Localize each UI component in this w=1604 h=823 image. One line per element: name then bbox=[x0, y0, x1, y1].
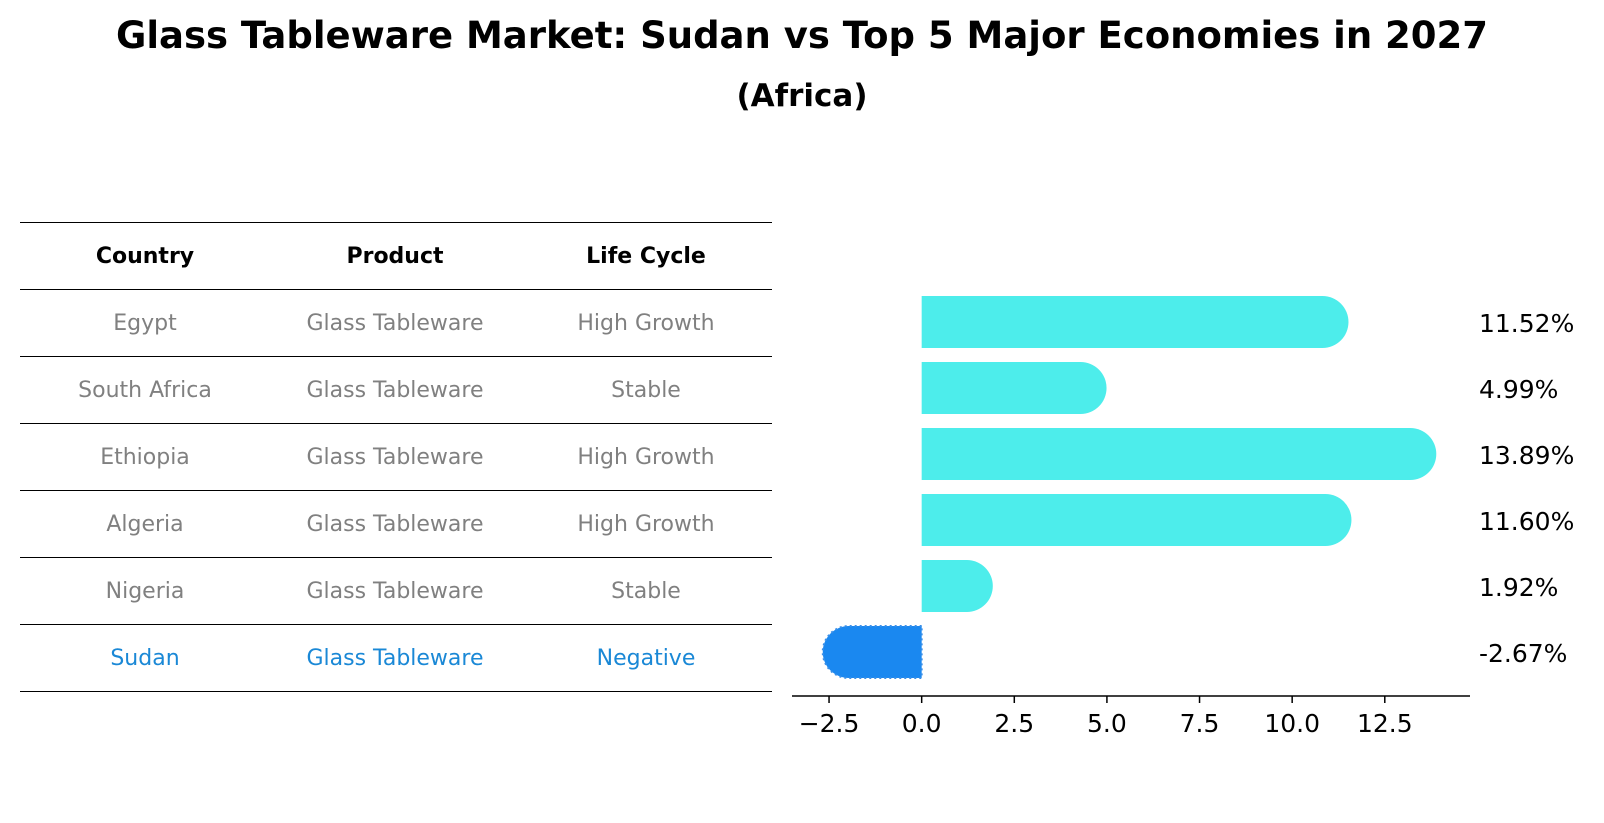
bar-highlight-outline bbox=[821, 625, 923, 679]
cell-country: Nigeria bbox=[105, 578, 185, 604]
data-label: 11.60% bbox=[1479, 507, 1574, 536]
bar-nigeria bbox=[921, 560, 993, 612]
header-country: Country bbox=[95, 243, 195, 269]
x-tick-label: 0.0 bbox=[902, 709, 942, 738]
data-label: 11.52% bbox=[1479, 309, 1574, 338]
cell-product: Glass Tableware bbox=[306, 377, 484, 403]
table-row: Nigeria Glass Tableware Stable bbox=[20, 557, 772, 624]
cell-country: South Africa bbox=[78, 377, 212, 403]
x-tick-label: 5.0 bbox=[1087, 709, 1127, 738]
data-table: Country Product Life Cycle Egypt Glass T… bbox=[20, 222, 772, 692]
chart-title: Glass Tableware Market: Sudan vs Top 5 M… bbox=[115, 14, 1489, 57]
bar-egypt bbox=[921, 296, 1349, 348]
table-row: Egypt Glass Tableware High Growth bbox=[20, 289, 772, 356]
x-tick-label: 10.0 bbox=[1264, 709, 1320, 738]
cell-life-cycle: Stable bbox=[611, 578, 681, 604]
x-tick-label: 12.5 bbox=[1357, 709, 1413, 738]
cell-country: Egypt bbox=[113, 310, 177, 336]
table-row: Algeria Glass Tableware High Growth bbox=[20, 490, 772, 557]
cell-product: Glass Tableware bbox=[306, 578, 484, 604]
cell-life-cycle: Stable bbox=[611, 377, 681, 403]
cell-product: Glass Tableware bbox=[306, 444, 484, 470]
cell-life-cycle: High Growth bbox=[577, 511, 715, 537]
cell-product: Glass Tableware bbox=[306, 645, 484, 671]
x-tick-label: 7.5 bbox=[1180, 709, 1220, 738]
cell-life-cycle: High Growth bbox=[577, 310, 715, 336]
cell-country: Algeria bbox=[106, 511, 184, 537]
data-label: 4.99% bbox=[1479, 375, 1558, 404]
data-label: 13.89% bbox=[1479, 441, 1574, 470]
bar-algeria bbox=[921, 494, 1352, 546]
header-product: Product bbox=[346, 243, 444, 269]
cell-life-cycle: Negative bbox=[596, 645, 696, 671]
table-row: South Africa Glass Tableware Stable bbox=[20, 356, 772, 423]
cell-product: Glass Tableware bbox=[306, 310, 484, 336]
x-tick-label: 2.5 bbox=[994, 709, 1034, 738]
table-header-row: Country Product Life Cycle bbox=[20, 222, 772, 289]
table-row: Ethiopia Glass Tableware High Growth bbox=[20, 423, 772, 490]
header-life-cycle: Life Cycle bbox=[586, 243, 706, 269]
data-label: -2.67% bbox=[1479, 639, 1567, 668]
cell-country: Ethiopia bbox=[100, 444, 190, 470]
table-row-highlight: Sudan Glass Tableware Negative bbox=[20, 624, 772, 692]
cell-country: Sudan bbox=[110, 645, 180, 671]
bar-ethiopia bbox=[921, 428, 1437, 480]
x-tick-label: −2.5 bbox=[799, 709, 860, 738]
bar-south-africa bbox=[921, 362, 1107, 414]
bar-sudan bbox=[822, 626, 922, 678]
cell-life-cycle: High Growth bbox=[577, 444, 715, 470]
chart-subtitle: (Africa) bbox=[736, 78, 868, 114]
cell-product: Glass Tableware bbox=[306, 511, 484, 537]
data-label: 1.92% bbox=[1479, 573, 1558, 602]
